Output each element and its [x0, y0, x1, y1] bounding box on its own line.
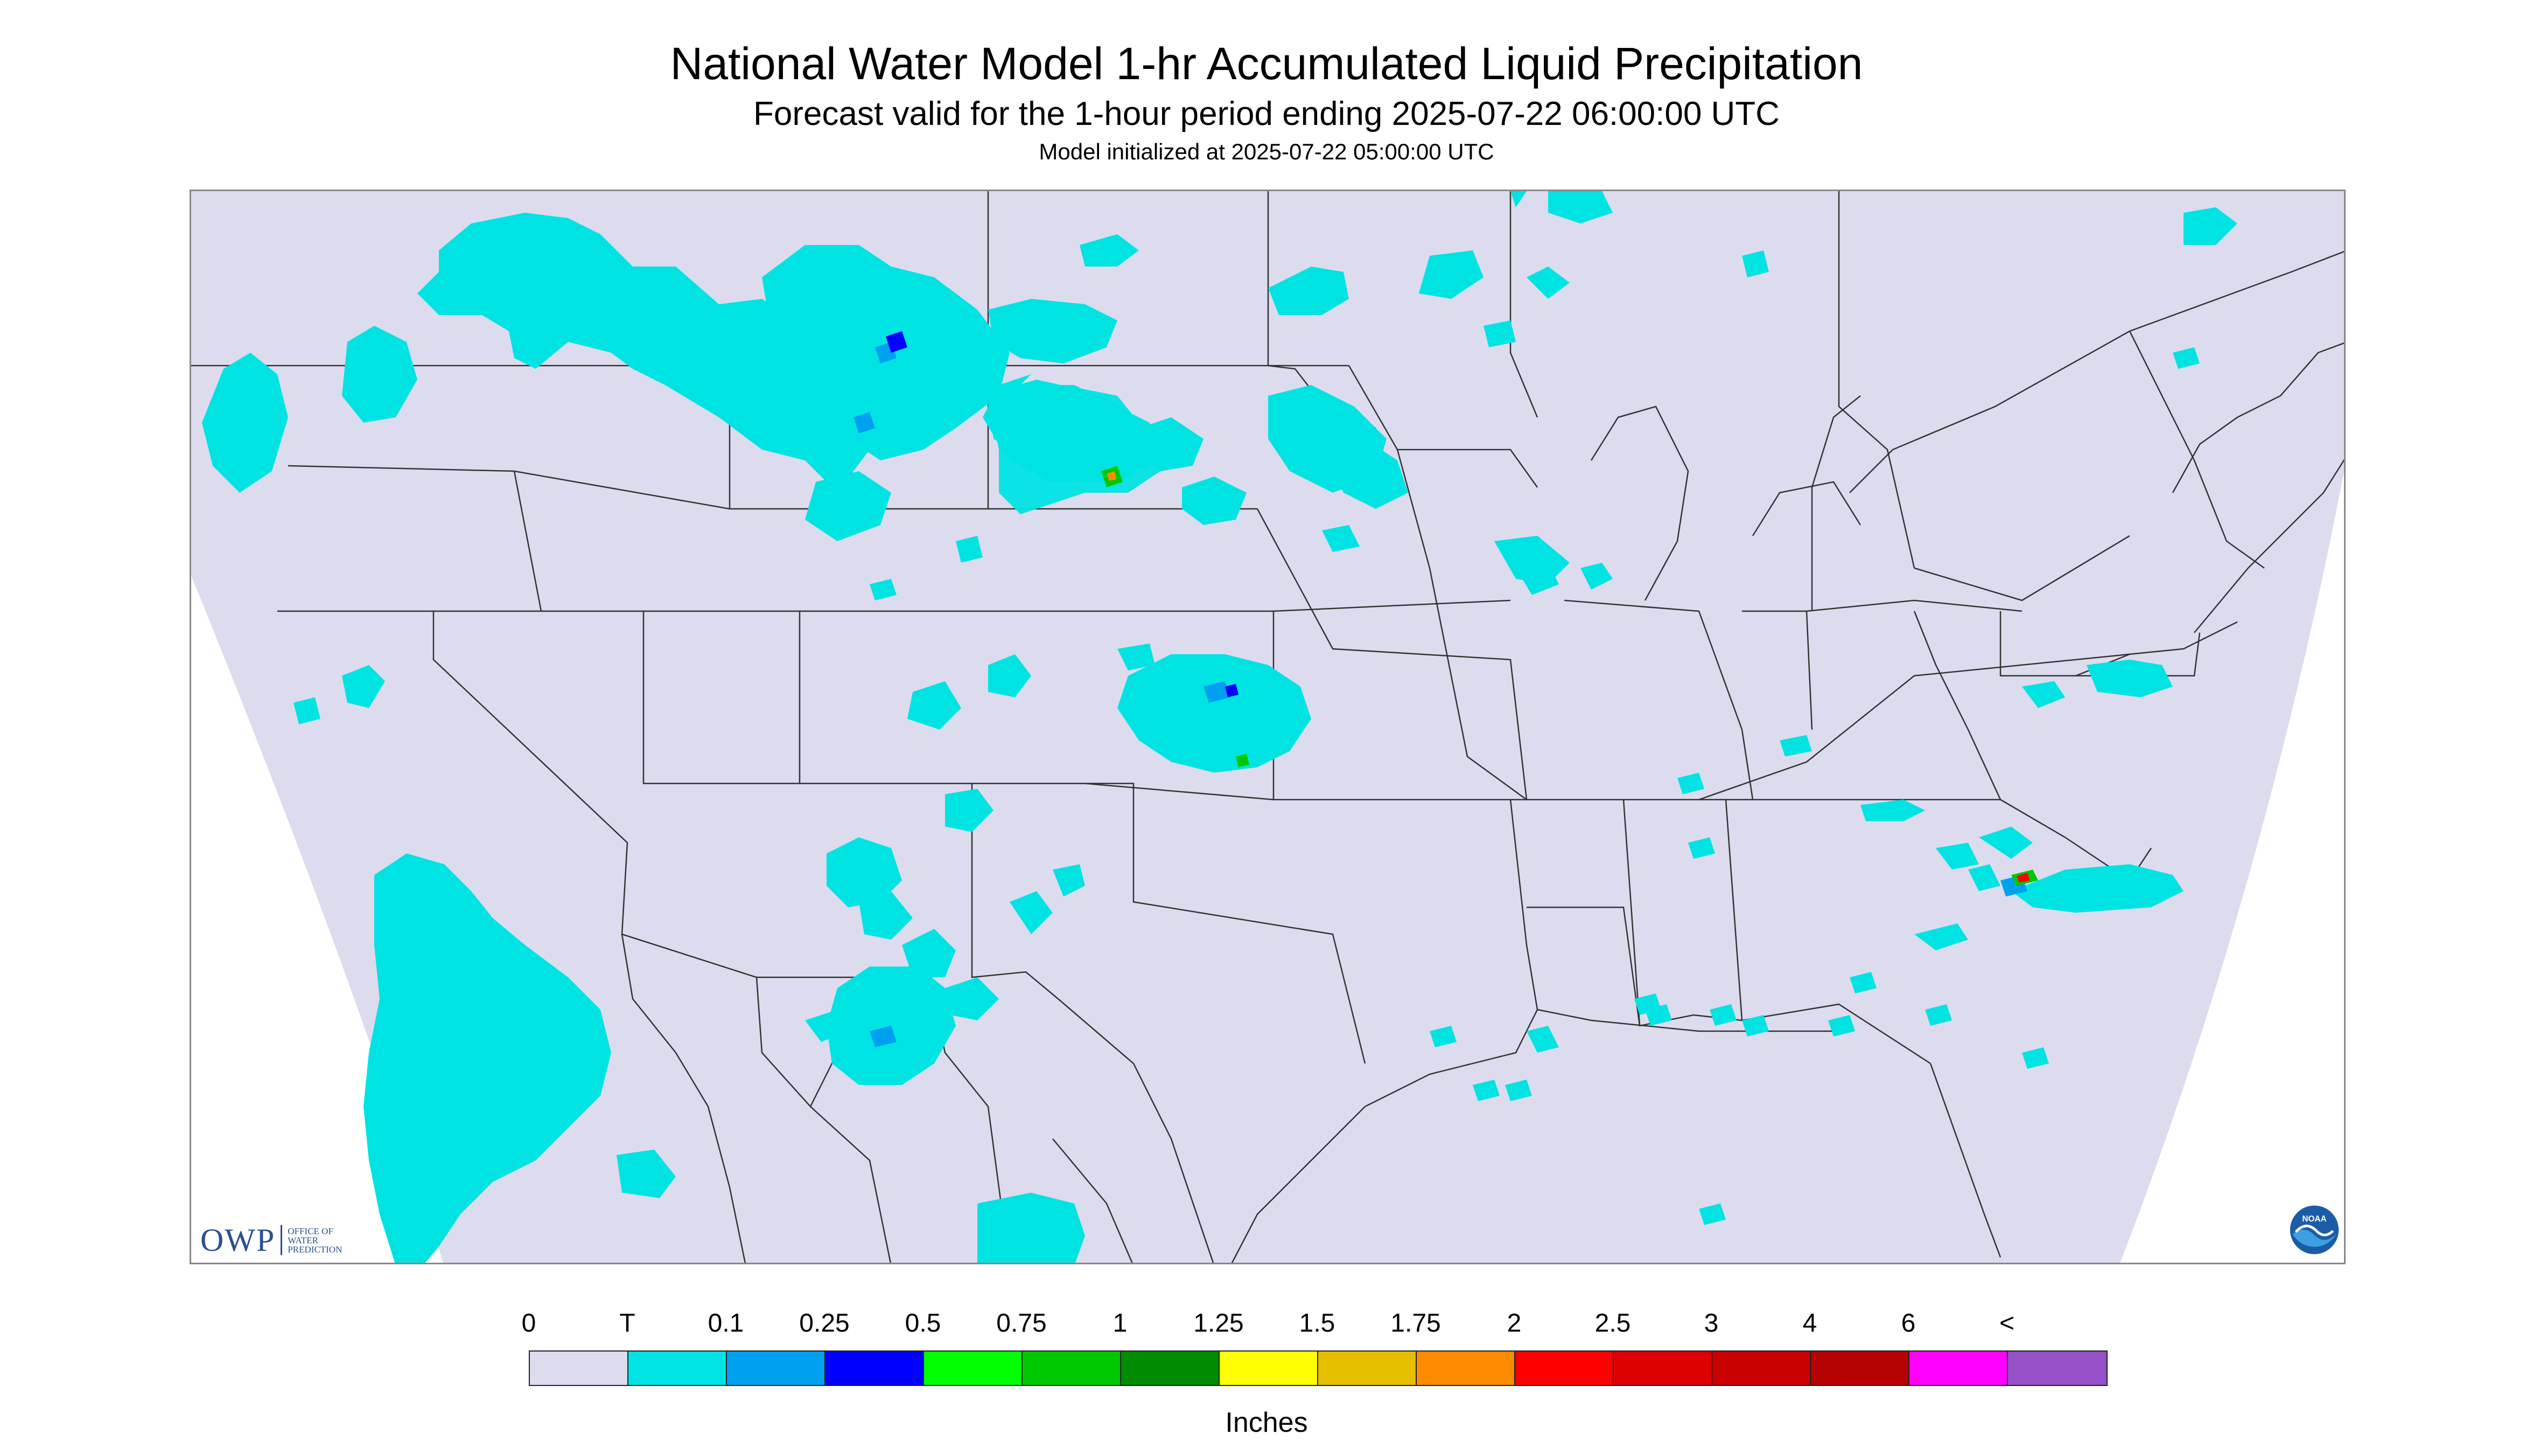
legend-swatch	[1220, 1352, 1318, 1385]
legend-label: 2	[1507, 1309, 1522, 1338]
legend-swatch	[727, 1352, 825, 1385]
map-canvas	[191, 191, 2344, 1263]
owp-logo-line: OFFICE OF	[288, 1226, 333, 1236]
legend-label: T	[619, 1309, 635, 1338]
owp-logo-line: WATER	[288, 1235, 319, 1245]
noaa-logo: NOAA	[2289, 1204, 2340, 1256]
legend-swatch	[825, 1352, 924, 1385]
legend-label: 6	[1901, 1309, 1916, 1338]
owp-logo-mark: OWP	[200, 1222, 276, 1258]
legend-swatch	[628, 1352, 727, 1385]
legend-label: 1.25	[1193, 1309, 1244, 1338]
owp-logo-line: PREDICTION	[288, 1244, 342, 1255]
legend-swatch	[1318, 1352, 1417, 1385]
legend-label: <	[1999, 1309, 2015, 1338]
chart-title: National Water Model 1-hr Accumulated Li…	[670, 38, 1863, 89]
legend-swatch	[2008, 1352, 2107, 1385]
legend-label: 1	[1112, 1309, 1128, 1338]
legend-label: 0.1	[708, 1309, 744, 1338]
legend-swatch	[1811, 1352, 1909, 1385]
legend-label: 0	[521, 1309, 536, 1338]
legend-label: 0.75	[996, 1309, 1047, 1338]
legend-label: 3	[1704, 1309, 1719, 1338]
precipitation-map[interactable]	[190, 190, 2346, 1264]
precipitation-areas	[202, 191, 2237, 1263]
legend-units: Inches	[1225, 1407, 1308, 1438]
legend-swatch	[1614, 1352, 1712, 1385]
legend-label: 0.25	[799, 1309, 850, 1338]
legend-label: 0.5	[905, 1309, 941, 1338]
legend-swatch	[530, 1352, 628, 1385]
legend-label: 4	[1802, 1309, 1817, 1338]
legend-label: 2.5	[1594, 1309, 1631, 1338]
owp-logo-text: OFFICE OF WATER PREDICTION	[288, 1227, 363, 1254]
legend-swatch	[1121, 1352, 1220, 1385]
legend-labels: 0 T 0.1 0.25 0.5 0.75 1 1.25 1.5 1.75 2 2.5 3 4 6 <	[0, 1308, 2533, 1341]
state-boundaries	[191, 191, 2344, 1263]
model-init-text: Model initialized at 2025-07-22 05:00:00…	[1039, 139, 1494, 164]
legend-label: 1.75	[1390, 1309, 1441, 1338]
legend-label: 1.5	[1299, 1309, 1335, 1338]
owp-logo-divider	[281, 1225, 283, 1255]
forecast-valid-subtitle: Forecast valid for the 1-hour period end…	[753, 95, 1780, 132]
legend-swatch	[1909, 1352, 2008, 1385]
legend-swatch	[924, 1352, 1023, 1385]
legend-colorbar	[529, 1350, 2108, 1386]
legend-swatch	[1417, 1352, 1515, 1385]
legend-swatch	[1023, 1352, 1121, 1385]
owp-logo: OWP OFFICE OF WATER PREDICTION	[200, 1221, 363, 1259]
legend-swatch	[1515, 1352, 1614, 1385]
legend-swatch	[1712, 1352, 1811, 1385]
noaa-logo-text: NOAA	[2302, 1215, 2326, 1224]
